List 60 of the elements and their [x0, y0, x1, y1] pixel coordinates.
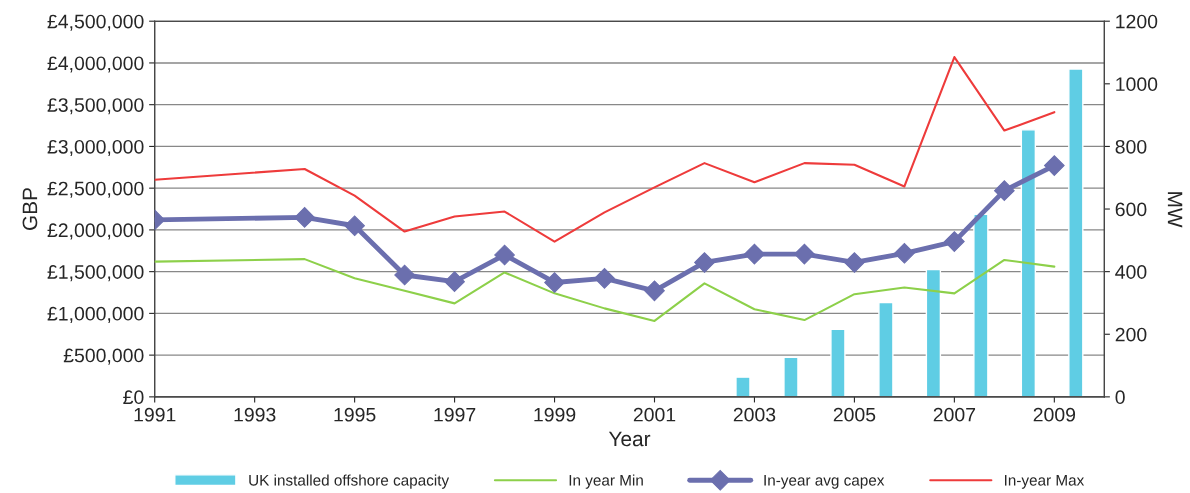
x-tick-label: 1997 [434, 407, 476, 422]
point [844, 252, 865, 273]
y2-tick-label: 600 [1115, 202, 1147, 217]
point [594, 267, 615, 289]
bar [1020, 129, 1037, 397]
y2-tick-label: 800 [1115, 139, 1147, 154]
point [1044, 155, 1065, 176]
y-tick-label: £3,500,000 [47, 98, 144, 115]
x-tick-label: 2009 [1033, 407, 1076, 422]
y-tick-label: £4,000,000 [47, 56, 144, 73]
y-tick-label: £0 [123, 390, 144, 405]
bar [1068, 68, 1084, 397]
point [944, 231, 965, 252]
point [494, 244, 515, 266]
y2-tick-label: 1000 [1116, 77, 1158, 92]
point [994, 180, 1015, 202]
legend-label: In-year avg capex [764, 475, 885, 489]
bar [735, 376, 751, 397]
point [294, 207, 315, 228]
point [794, 243, 815, 265]
bar [783, 356, 799, 397]
bar [925, 268, 942, 397]
y-tick-label: £3,000,000 [47, 139, 144, 156]
point [744, 243, 765, 265]
line-series [154, 258, 1056, 322]
point [894, 242, 915, 264]
y-tick-label: £1,000,000 [47, 306, 144, 323]
x-tick-label: 2007 [933, 407, 976, 422]
y-tick-label: £2,500,000 [47, 181, 144, 198]
legend-label: In year Min [569, 474, 643, 489]
y-tick-label: £4,500,000 [47, 14, 144, 31]
y-tick-label: £500,000 [63, 348, 144, 365]
point [444, 271, 465, 292]
bar [830, 328, 846, 397]
y-tick-label: £1,500,000 [47, 265, 144, 282]
bar [973, 213, 989, 397]
y-axis-title: GBP [22, 188, 38, 230]
y-tick-label: £2,000,000 [47, 223, 144, 240]
line-series [154, 56, 1056, 243]
legend-label: In-year Max [1005, 475, 1085, 489]
y2-tick-label: 200 [1115, 327, 1147, 342]
y2-tick-label: 0 [1115, 390, 1125, 405]
point [344, 215, 365, 237]
x-tick-label: 1991 [134, 407, 176, 422]
x-tick-label: 1995 [334, 407, 376, 422]
x-tick-label: 2005 [833, 407, 876, 422]
x-axis-title: Year [608, 431, 651, 447]
point [394, 264, 415, 286]
point [694, 252, 715, 273]
y2-axis-title: MW [1167, 192, 1183, 228]
y2-tick-label: 400 [1115, 265, 1147, 279]
legend-label: UK installed offshore capacity [249, 474, 450, 489]
bar [878, 301, 894, 397]
y2-tick-label: 1200 [1116, 14, 1158, 29]
point [644, 280, 665, 302]
x-tick-label: 1999 [534, 407, 576, 422]
x-tick-label: 2001 [633, 407, 676, 422]
x-tick-label: 1993 [234, 407, 276, 422]
x-tick-label: 2003 [733, 407, 776, 422]
point [544, 272, 565, 293]
